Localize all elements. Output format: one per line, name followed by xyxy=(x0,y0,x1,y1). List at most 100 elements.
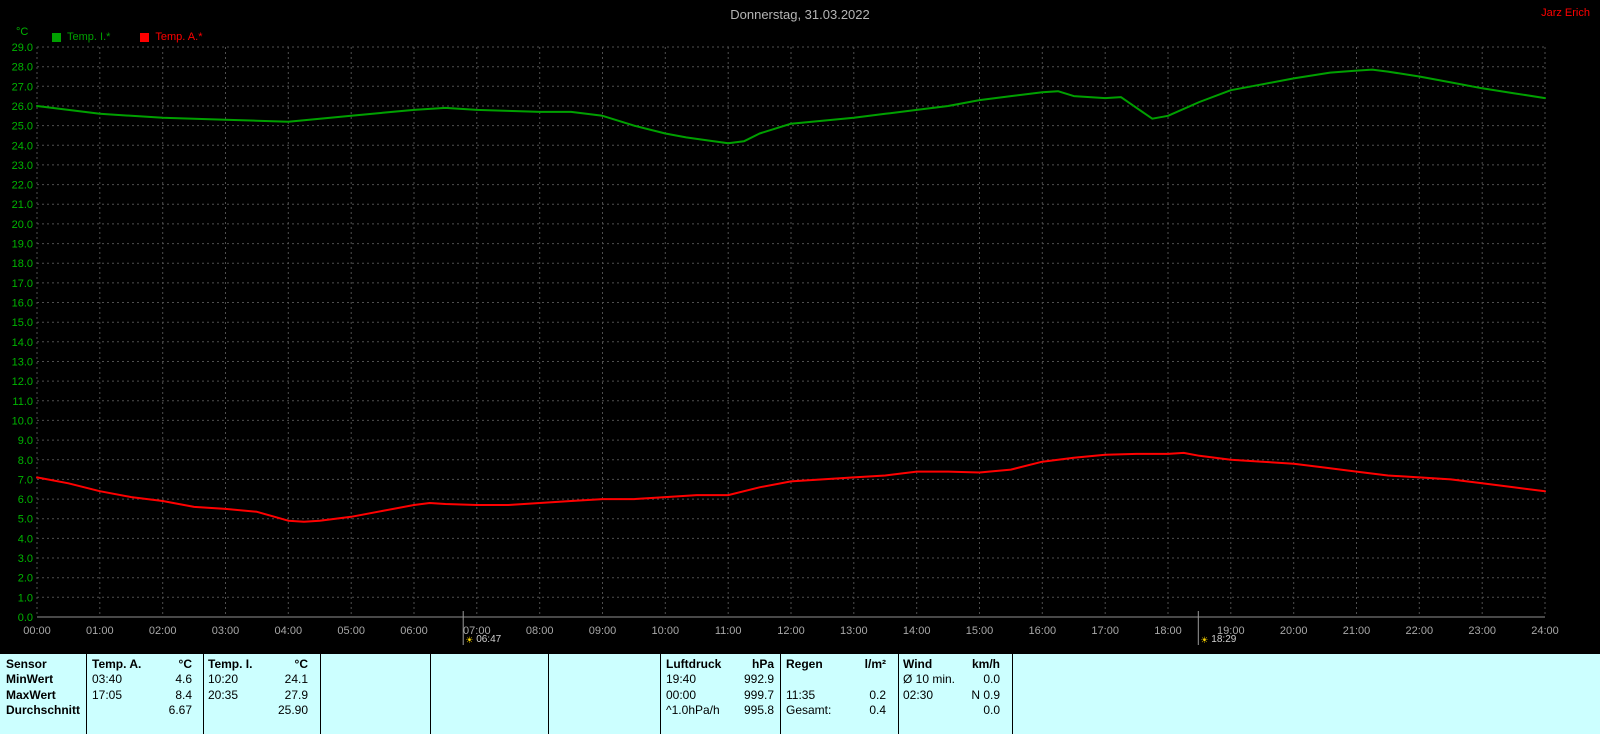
x-tick-label: 22:00 xyxy=(1406,625,1434,637)
x-tick-label: 23:00 xyxy=(1468,625,1496,637)
y-tick-label: 16.0 xyxy=(12,298,33,310)
legend-item-temp-a: Temp. A.* xyxy=(140,31,202,43)
y-tick-label: 25.0 xyxy=(12,121,33,133)
x-tick-label: 20:00 xyxy=(1280,625,1308,637)
y-tick-label: 21.0 xyxy=(12,199,33,211)
luftdruck-max-time: 00:00 xyxy=(666,687,697,702)
temp-i-avg-value: 25.90 xyxy=(277,703,308,718)
x-tick-label: 14:00 xyxy=(903,625,931,637)
table-group-luftdruck: Luftdruck hPa 19:40 992.9 00:00 999.7 ^1.0h… xyxy=(666,656,774,718)
y-axis-unit: °C xyxy=(16,26,29,38)
wind-max-value: N 0.9 xyxy=(971,687,1000,702)
temp-i-unit: °C xyxy=(294,656,308,671)
y-tick-label: 2.0 xyxy=(18,573,33,585)
page-title: Donnerstag, 31.03.2022 xyxy=(730,7,870,22)
sun-marker-time: 18:29 xyxy=(1211,634,1236,645)
x-tick-label: 24:00 xyxy=(1531,625,1559,637)
luftdruck-avg-value: 995.8 xyxy=(743,703,774,718)
y-tick-label: 5.0 xyxy=(18,514,33,526)
table-group-wind: Wind km/h Ø 10 min. 0.0 02:30 N 0.9 0.0 xyxy=(903,656,1000,718)
temp-i-max-time: 20:35 xyxy=(208,687,239,702)
y-tick-label: 22.0 xyxy=(12,180,33,192)
temp-i-max-value: 27.9 xyxy=(284,687,308,702)
temperature-chart-canvas[interactable]: 0.0 1.0 2.0 3.0 4.0 5.0 6.0 7.0 8.0 9.0 10.0 11.0 12… xyxy=(0,0,1600,654)
y-tick-label: 15.0 xyxy=(12,317,33,329)
x-tick-label: 05:00 xyxy=(337,625,365,637)
x-tick-label: 03:00 xyxy=(212,625,240,637)
y-tick-label: 20.0 xyxy=(12,219,33,231)
x-tick-label: 04:00 xyxy=(275,625,303,637)
legend-label-temp-i: Temp. I.* xyxy=(67,31,111,43)
y-tick-label: 18.0 xyxy=(12,258,33,270)
luftdruck-max-value: 999.7 xyxy=(743,687,774,702)
table-divider xyxy=(548,654,549,734)
x-tick-label: 01:00 xyxy=(86,625,114,637)
regen-total-value: 0.4 xyxy=(869,703,886,718)
temp-a-name: Temp. A. xyxy=(92,656,142,671)
wind-name: Wind xyxy=(903,656,933,671)
y-tick-label: 29.0 xyxy=(12,42,33,54)
y-tick-label: 9.0 xyxy=(18,435,33,447)
table-header-sensor: Sensor xyxy=(6,656,47,671)
x-tick-label: 09:00 xyxy=(589,625,617,637)
x-tick-label: 16:00 xyxy=(1029,625,1057,637)
y-tick-label: 28.0 xyxy=(12,62,33,74)
table-row-durchschnitt: Durchschnitt xyxy=(6,703,81,718)
x-tick-label: 17:00 xyxy=(1091,625,1119,637)
temp-a-max-time: 17:05 xyxy=(92,687,123,702)
x-tick-label: 02:00 xyxy=(149,625,177,637)
table-divider xyxy=(430,654,431,734)
y-tick-label: 17.0 xyxy=(12,278,33,290)
table-row-minwert: MinWert xyxy=(6,672,54,687)
y-tick-label: 10.0 xyxy=(12,415,33,427)
temp-a-min-time: 03:40 xyxy=(92,672,123,687)
table-divider xyxy=(86,654,87,734)
luftdruck-name: Luftdruck xyxy=(666,656,722,671)
regen-unit: l/m² xyxy=(864,656,886,671)
x-tick-label: 13:00 xyxy=(840,625,868,637)
luftdruck-min-time: 19:40 xyxy=(666,672,697,687)
regen-total-label: Gesamt: xyxy=(786,703,832,718)
table-divider xyxy=(1012,654,1013,734)
sun-marker-time: 06:47 xyxy=(476,634,501,645)
temp-a-series-line xyxy=(36,451,1546,523)
y-tick-label: 23.0 xyxy=(12,160,33,172)
y-tick-label: 0.0 xyxy=(18,612,33,624)
wind-max-time: 02:30 xyxy=(903,687,934,702)
luftdruck-unit: hPa xyxy=(751,656,774,671)
y-tick-label: 1.0 xyxy=(18,592,33,604)
table-row-maxwert: MaxWert xyxy=(6,687,56,702)
y-tick-label: 3.0 xyxy=(18,553,33,565)
temp-a-avg-value: 6.67 xyxy=(168,703,192,718)
y-tick-label: 7.0 xyxy=(18,474,33,486)
table-row-headers: Sensor MinWert MaxWert Durchschnitt xyxy=(6,656,84,718)
temp-a-min-value: 4.6 xyxy=(175,672,192,687)
wind-unit: km/h xyxy=(971,656,1000,671)
x-tick-label: 07:00 xyxy=(463,625,491,637)
x-tick-label: 10:00 xyxy=(652,625,680,637)
sun-icon: ☀ xyxy=(1200,636,1208,646)
table-divider xyxy=(203,654,204,734)
table-divider xyxy=(898,654,899,734)
y-tick-label: 4.0 xyxy=(18,533,33,545)
table-group-regen: Regen l/m² 11:35 0.2 Gesamt: 0.4 xyxy=(786,656,886,718)
regen-name: Regen xyxy=(786,656,823,671)
temp-a-swatch-icon xyxy=(140,32,150,42)
temp-i-series-line xyxy=(36,68,1546,145)
y-tick-label: 8.0 xyxy=(18,455,33,467)
y-tick-label: 27.0 xyxy=(12,81,33,93)
luftdruck-trend-label: ^1.0hPa/h xyxy=(666,703,720,718)
table-group-temp-a: Temp. A. °C 03:40 4.6 17:05 8.4 6.67 xyxy=(92,656,192,718)
table-divider xyxy=(320,654,321,734)
wind-min-time: Ø 10 min. xyxy=(903,672,956,687)
table-group-temp-i: Temp. I. °C 10:20 24.1 20:35 27.9 25.90 xyxy=(208,656,308,718)
temp-i-min-value: 24.1 xyxy=(284,672,308,687)
sun-icon: ☀ xyxy=(465,636,473,646)
wind-avg-value: 0.0 xyxy=(983,703,1000,718)
y-tick-label: 14.0 xyxy=(12,337,33,349)
temp-i-name: Temp. I. xyxy=(208,656,253,671)
y-tick-label: 12.0 xyxy=(12,376,33,388)
stats-table: Sensor MinWert MaxWert Durchschnitt Temp… xyxy=(0,654,1600,734)
y-tick-label: 11.0 xyxy=(12,396,33,408)
